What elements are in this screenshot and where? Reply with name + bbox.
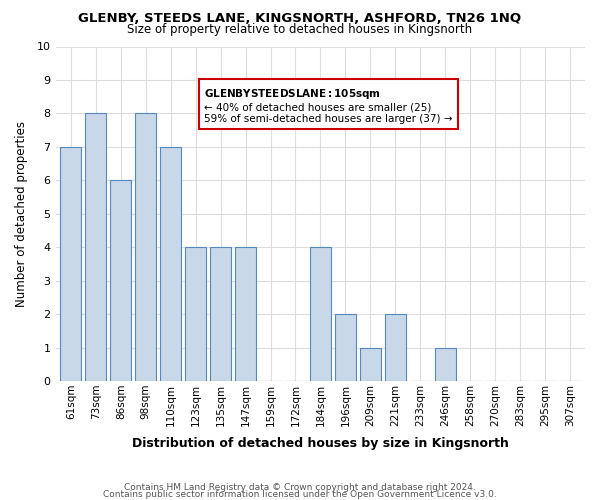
Bar — [160, 147, 181, 381]
Bar — [135, 114, 157, 381]
Bar — [360, 348, 381, 381]
Bar — [385, 314, 406, 381]
Bar — [110, 180, 131, 381]
Bar — [210, 247, 231, 381]
Bar — [310, 247, 331, 381]
Bar — [434, 348, 456, 381]
Bar — [85, 114, 106, 381]
Text: Contains public sector information licensed under the Open Government Licence v3: Contains public sector information licen… — [103, 490, 497, 499]
X-axis label: Distribution of detached houses by size in Kingsnorth: Distribution of detached houses by size … — [132, 437, 509, 450]
Bar — [335, 314, 356, 381]
Text: Contains HM Land Registry data © Crown copyright and database right 2024.: Contains HM Land Registry data © Crown c… — [124, 484, 476, 492]
Bar — [235, 247, 256, 381]
Text: Size of property relative to detached houses in Kingsnorth: Size of property relative to detached ho… — [127, 22, 473, 36]
Bar — [60, 147, 82, 381]
Text: GLENBY, STEEDS LANE, KINGSNORTH, ASHFORD, TN26 1NQ: GLENBY, STEEDS LANE, KINGSNORTH, ASHFORD… — [79, 12, 521, 26]
Bar — [185, 247, 206, 381]
Y-axis label: Number of detached properties: Number of detached properties — [15, 120, 28, 306]
Text: $\bf{GLENBY STEEDS LANE: 105sqm}$
← 40% of detached houses are smaller (25)
59% : $\bf{GLENBY STEEDS LANE: 105sqm}$ ← 40% … — [204, 86, 452, 124]
